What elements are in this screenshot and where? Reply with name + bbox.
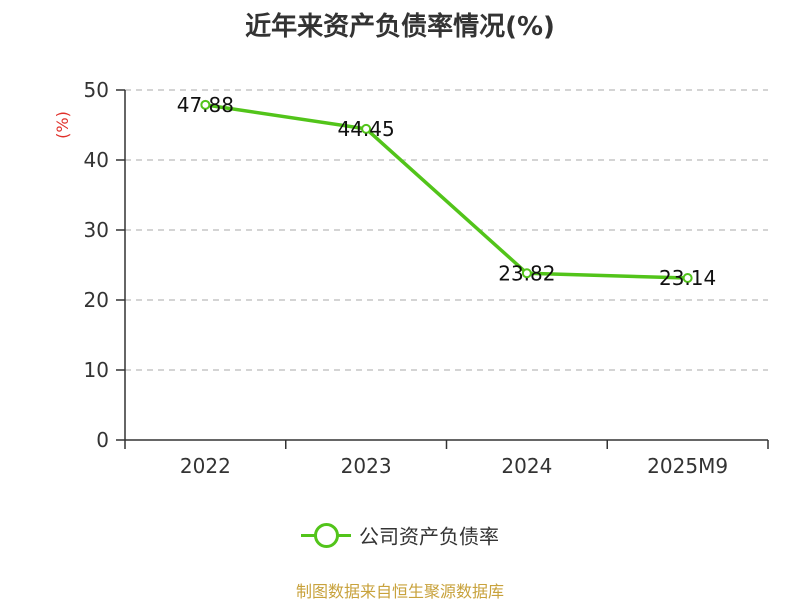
series-layer — [200, 99, 693, 284]
y-tick-label: 30 — [84, 218, 109, 242]
legend[interactable]: 公司资产负债率 — [0, 520, 800, 550]
source-note: 制图数据来自恒生聚源数据库 — [295, 582, 504, 601]
data-point — [200, 99, 211, 110]
data-point — [682, 273, 693, 284]
data-label: 23.14 — [659, 266, 716, 290]
data-point — [521, 268, 532, 279]
data-label: 47.88 — [177, 93, 234, 117]
chart-title: 近年来资产负债率情况(%) — [245, 12, 555, 42]
y-tick-label: 10 — [84, 358, 109, 382]
x-tick-label: 2023 — [341, 454, 392, 478]
x-tick-label: 2022 — [180, 454, 231, 478]
x-tick-label: 2025M9 — [647, 454, 728, 478]
data-label: 44.45 — [337, 117, 394, 141]
y-axis-label: (%) — [53, 111, 72, 139]
y-tick-label: 50 — [84, 78, 109, 102]
y-tick-label: 20 — [84, 288, 109, 312]
y-tick-label: 40 — [84, 148, 109, 172]
y-axis: 0 10 20 30 40 50 (%) — [53, 78, 126, 452]
grid-lines — [125, 89, 768, 371]
data-labels: 47.88 44.45 23.82 23.14 — [177, 93, 717, 290]
legend-marker-icon — [301, 520, 351, 550]
legend-label: 公司资产负债率 — [359, 524, 499, 549]
data-label: 23.82 — [498, 261, 555, 285]
x-tick-label: 2024 — [501, 454, 552, 478]
x-axis: 2022 2023 2024 2025M9 — [124, 439, 769, 478]
series-line — [203, 103, 690, 280]
data-point — [361, 123, 372, 134]
y-tick-label: 0 — [96, 428, 109, 452]
